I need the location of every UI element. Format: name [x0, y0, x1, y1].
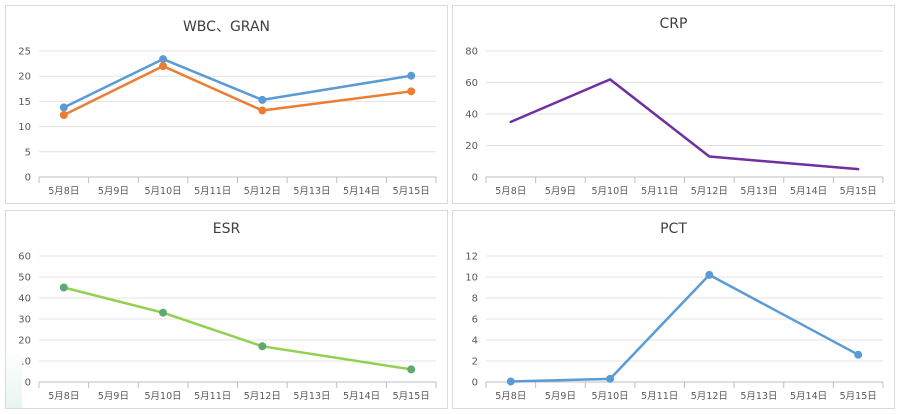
data-point — [854, 350, 863, 359]
x-tick-label: 5月14日 — [343, 186, 380, 197]
y-tick-label: 8 — [472, 294, 478, 305]
x-tick-label: 5月15日 — [840, 186, 877, 197]
x-tick-label: 5月9日 — [545, 186, 576, 197]
series-line — [509, 78, 860, 171]
x-tick-label: 5月10日 — [591, 186, 628, 197]
x-tick-label: 5月8日 — [495, 391, 526, 402]
x-tick-label: 5月14日 — [343, 391, 380, 402]
chart-plot: 0 2 4 6 8 10 12 5月8日 5月9日 5月10日 5月11日 5月12日 5月13日 5月1… — [465, 252, 884, 402]
corner-decoration — [6, 348, 22, 408]
y-tick-label: 25 — [18, 47, 31, 58]
x-tick-label: 5月12日 — [691, 391, 728, 402]
x-tick-label: 5月13日 — [740, 391, 777, 402]
y-tick-label: 12 — [465, 252, 478, 263]
y-tick-label: 50 — [18, 273, 31, 284]
y-tick-label: 15 — [18, 97, 31, 108]
y-tick-label: 60 — [18, 252, 31, 263]
data-point — [407, 365, 416, 374]
y-tick-label: 60 — [465, 78, 478, 89]
data-point — [159, 55, 168, 64]
x-tick-label: 5月8日 — [48, 391, 79, 402]
y-tick-label: 20 — [18, 72, 31, 83]
chart-panel-wbc-gran: WBC、GRAN 0 5 10 15 20 25 5月8日 5月9日 5月10日 5月11日 5月1… — [5, 5, 448, 204]
data-point — [606, 374, 615, 383]
data-point — [59, 111, 68, 120]
chart-title: WBC、GRAN — [182, 19, 271, 35]
data-point — [159, 62, 168, 71]
x-tick-label: 5月14日 — [790, 186, 827, 197]
x-tick-label: 5月13日 — [293, 391, 330, 402]
y-tick-label: 40 — [18, 294, 31, 305]
series-line — [509, 273, 860, 383]
chart-panel-esr: ESR 0 10 20 30 40 50 60 5月8日 5月9日 5月10日 5月11日 5月12日… — [5, 210, 448, 409]
x-tick-label: 5月13日 — [740, 186, 777, 197]
x-tick-label: 5月12日 — [244, 391, 281, 402]
data-point — [258, 106, 267, 115]
x-tick-label: 5月9日 — [545, 391, 576, 402]
x-tick-label: 5月13日 — [293, 186, 330, 197]
x-tick-label: 5月10日 — [144, 391, 181, 402]
data-point — [705, 270, 714, 279]
series-line — [62, 64, 413, 117]
data-point — [407, 71, 416, 80]
x-tick-label: 5月11日 — [194, 186, 231, 197]
series-line — [62, 57, 413, 109]
data-point — [258, 95, 267, 104]
x-tick-label: 5月15日 — [393, 391, 430, 402]
y-tick-label: 40 — [465, 110, 478, 121]
y-tick-label: 10 — [465, 273, 478, 284]
y-tick-label: 0 — [25, 378, 31, 389]
data-point — [159, 308, 168, 317]
x-tick-label: 5月11日 — [194, 391, 231, 402]
series-line — [62, 286, 413, 371]
x-tick-label: 5月9日 — [98, 391, 129, 402]
chart-plot: 0 20 40 60 80 5月8日 5月9日 5月10日 5月11日 5月12日 5月13日 5月1… — [465, 47, 884, 197]
x-tick-label: 5月8日 — [48, 186, 79, 197]
chart-panel-crp: CRP 0 20 40 60 80 5月8日 5月9日 5月10日 5月11日 5月12日 5月13… — [452, 5, 895, 204]
y-tick-label: 4 — [472, 336, 478, 347]
chart-plot: 0 10 20 30 40 50 60 5月8日 5月9日 5月10日 5月11日 5月12日 5月13… — [18, 252, 437, 402]
x-tick-label: 5月9日 — [98, 186, 129, 197]
x-tick-label: 5月10日 — [144, 186, 181, 197]
y-tick-label: 2 — [472, 357, 478, 368]
x-tick-label: 5月14日 — [790, 391, 827, 402]
x-tick-label: 5月15日 — [393, 186, 430, 197]
x-tick-label: 5月12日 — [244, 186, 281, 197]
chart-plot: 0 5 10 15 20 25 5月8日 5月9日 5月10日 5月11日 5月12日 5月13日 5月… — [18, 47, 437, 197]
y-tick-label: 10 — [18, 122, 31, 133]
y-tick-label: 0 — [472, 173, 478, 184]
x-tick-label: 5月11日 — [641, 186, 678, 197]
y-tick-label: 20 — [18, 336, 31, 347]
data-point — [506, 377, 515, 386]
y-tick-label: 10 — [18, 357, 31, 368]
y-tick-label: 0 — [25, 173, 31, 184]
data-point — [59, 283, 68, 292]
chart-title: ESR — [212, 221, 241, 237]
y-tick-label: 80 — [465, 47, 478, 58]
y-tick-label: 0 — [472, 378, 478, 389]
x-tick-label: 5月11日 — [641, 391, 678, 402]
y-tick-label: 20 — [465, 141, 478, 152]
x-tick-label: 5月8日 — [495, 186, 526, 197]
data-point — [258, 342, 267, 351]
chart-title: PCT — [660, 221, 687, 237]
y-tick-label: 30 — [18, 315, 31, 326]
x-tick-label: 5月12日 — [691, 186, 728, 197]
chart-title: CRP — [659, 16, 688, 32]
chart-panel-pct: PCT 0 2 4 6 8 10 12 5月8日 5月9日 5月10日 5月11日 5月12日 5月13… — [452, 210, 895, 409]
data-point — [407, 87, 416, 96]
x-tick-label: 5月10日 — [591, 391, 628, 402]
data-point — [59, 103, 68, 112]
y-tick-label: 5 — [25, 147, 31, 158]
x-tick-label: 5月15日 — [840, 391, 877, 402]
y-tick-label: 6 — [472, 315, 478, 326]
